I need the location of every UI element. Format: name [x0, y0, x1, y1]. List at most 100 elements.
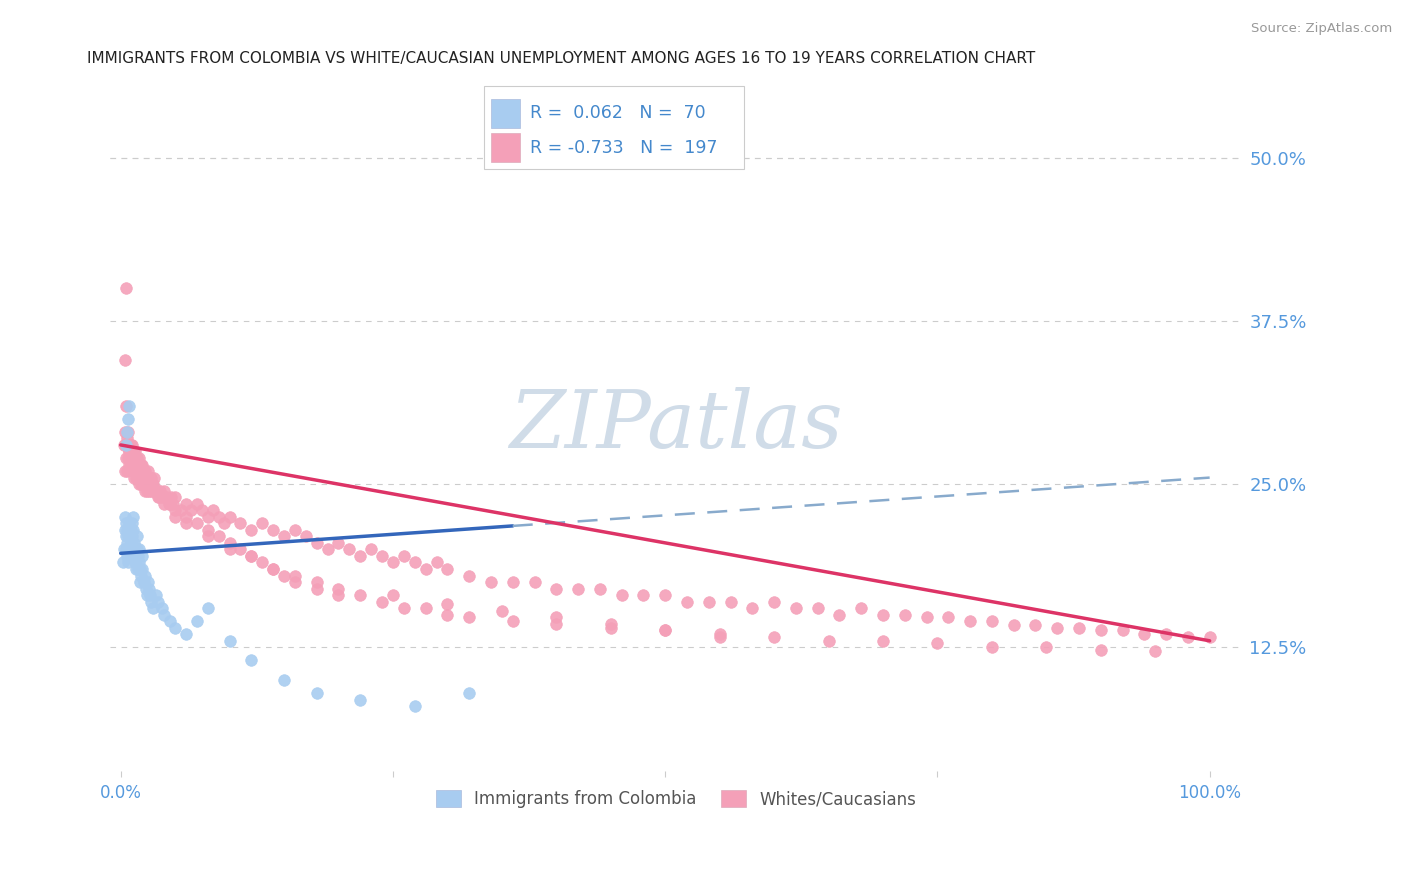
Point: [146, 490, 169, 504]
Point: [1144, 644, 1167, 658]
Point: [546, 616, 568, 631]
Point: [295, 529, 318, 543]
Point: [138, 582, 160, 596]
Point: [371, 594, 394, 608]
Point: [138, 470, 160, 484]
Point: [114, 523, 136, 537]
Point: [872, 607, 894, 622]
Point: [117, 425, 139, 439]
Point: [114, 464, 136, 478]
Point: [980, 640, 1002, 655]
Point: [121, 509, 143, 524]
Point: [120, 458, 142, 472]
Point: [218, 536, 240, 550]
Point: [118, 458, 141, 472]
Point: [131, 477, 153, 491]
Point: [180, 503, 202, 517]
Point: [186, 497, 208, 511]
FancyBboxPatch shape: [492, 133, 520, 162]
Text: Source: ZipAtlas.com: Source: ZipAtlas.com: [1251, 22, 1392, 36]
Point: [763, 630, 786, 644]
Point: [458, 610, 481, 624]
Point: [131, 562, 153, 576]
Point: [127, 470, 149, 484]
Point: [720, 594, 742, 608]
Point: [149, 483, 172, 498]
Point: [1133, 627, 1156, 641]
Point: [174, 516, 197, 531]
Point: [127, 562, 149, 576]
Point: [114, 509, 136, 524]
Point: [124, 556, 146, 570]
Point: [117, 549, 139, 563]
Text: IMMIGRANTS FROM COLOMBIA VS WHITE/CAUCASIAN UNEMPLOYMENT AMONG AGES 16 TO 19 YEA: IMMIGRANTS FROM COLOMBIA VS WHITE/CAUCAS…: [87, 51, 1035, 66]
Point: [117, 542, 139, 557]
Point: [129, 562, 152, 576]
Point: [197, 601, 219, 615]
Point: [150, 601, 173, 615]
Point: [415, 601, 437, 615]
Point: [654, 624, 676, 638]
Point: [546, 582, 568, 596]
Point: [392, 601, 415, 615]
Point: [121, 444, 143, 458]
Point: [159, 490, 181, 504]
Point: [436, 562, 458, 576]
Point: [165, 621, 187, 635]
Point: [125, 529, 148, 543]
Point: [676, 594, 699, 608]
Point: [328, 582, 350, 596]
Point: [129, 470, 152, 484]
Point: [120, 438, 142, 452]
Point: [502, 614, 524, 628]
Point: [828, 607, 851, 622]
Point: [117, 556, 139, 570]
Point: [927, 636, 949, 650]
Point: [120, 444, 142, 458]
Point: [229, 516, 252, 531]
Point: [872, 633, 894, 648]
Point: [135, 470, 157, 484]
Point: [129, 575, 152, 590]
Point: [125, 458, 148, 472]
Point: [709, 627, 731, 641]
Point: [117, 438, 139, 452]
Point: [131, 458, 153, 472]
Point: [458, 686, 481, 700]
Point: [381, 556, 404, 570]
Point: [128, 450, 150, 465]
Point: [305, 582, 328, 596]
Point: [1177, 630, 1199, 644]
Point: [146, 594, 169, 608]
Point: [349, 549, 371, 563]
Point: [697, 594, 720, 608]
Point: [132, 464, 155, 478]
Point: [436, 607, 458, 622]
FancyBboxPatch shape: [492, 99, 520, 128]
Point: [121, 458, 143, 472]
Point: [817, 633, 839, 648]
Point: [502, 575, 524, 590]
Point: [135, 582, 157, 596]
Point: [125, 458, 148, 472]
Point: [1002, 618, 1025, 632]
Point: [709, 630, 731, 644]
Point: [599, 616, 621, 631]
Point: [124, 542, 146, 557]
Point: [128, 542, 150, 557]
Point: [425, 556, 447, 570]
Point: [436, 597, 458, 611]
Point: [381, 588, 404, 602]
Point: [122, 549, 145, 563]
Point: [131, 568, 153, 582]
Point: [124, 444, 146, 458]
Point: [145, 483, 167, 498]
Point: [135, 470, 157, 484]
Text: ZIPatlas: ZIPatlas: [509, 386, 842, 464]
Point: [305, 575, 328, 590]
Point: [112, 542, 135, 557]
Point: [127, 464, 149, 478]
Point: [118, 444, 141, 458]
Point: [1198, 630, 1220, 644]
Point: [134, 464, 156, 478]
